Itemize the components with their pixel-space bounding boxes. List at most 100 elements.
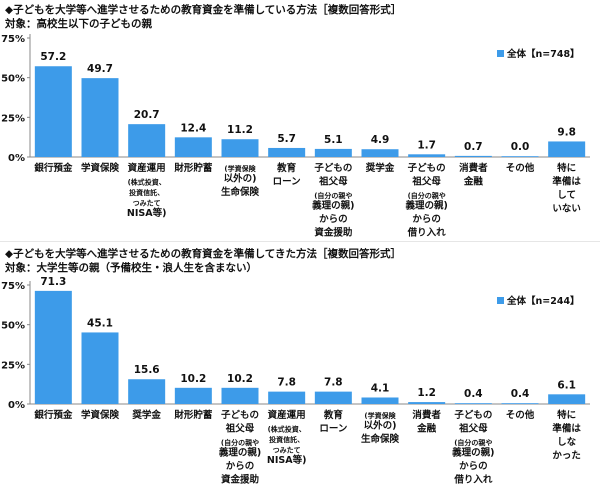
category-label: して: [557, 190, 576, 201]
category-label: 消費者: [459, 162, 488, 174]
category-label: (学資保険: [364, 411, 396, 420]
category-label: しな: [557, 437, 577, 448]
y-tick-label: 0%: [8, 153, 25, 164]
bar: [501, 403, 539, 404]
y-tick-label: 50%: [1, 74, 25, 85]
bar-value-label: 0.4: [464, 388, 483, 400]
category-label: 銀行預金: [34, 162, 73, 174]
panel-divider: [0, 241, 600, 242]
category-label: NISA等): [127, 207, 167, 219]
bar-value-label: 9.8: [557, 126, 576, 138]
bar: [81, 78, 119, 157]
y-tick-label: 25%: [1, 360, 25, 371]
category-label: その他: [506, 409, 535, 421]
category-label: (自分の親や: [454, 438, 492, 447]
legend-label: 全体【n=748】: [506, 48, 580, 60]
category-label: 財形貯蓄: [173, 409, 213, 421]
category-label: その他: [506, 162, 535, 174]
category-label: (学資保険: [224, 164, 256, 173]
bar-value-label: 12.4: [180, 122, 206, 134]
bar-value-label: 0.0: [511, 141, 530, 153]
category-label: 資金援助: [221, 474, 260, 484]
bar: [268, 147, 306, 157]
chart-panel-1: ◆子どもを大学等へ進学させるための教育資金を準備している方法［複数回答形式］ 対…: [0, 4, 600, 242]
bar-value-label: 1.2: [417, 387, 436, 399]
category-label: 義理の親): [312, 200, 354, 212]
category-label: 学資保険: [81, 409, 120, 421]
category-label: 教育: [276, 162, 297, 174]
category-label: 奨学金: [365, 162, 395, 174]
category-label: (自分の親や: [221, 438, 259, 447]
category-label: 子どもの: [221, 409, 259, 421]
bar-value-label: 6.1: [557, 379, 576, 391]
category-label: からの: [412, 214, 441, 225]
category-label: からの: [226, 461, 255, 472]
category-label: 子どもの: [314, 162, 352, 174]
bar-value-label: 0.4: [511, 388, 530, 400]
category-label: からの: [459, 461, 488, 472]
category-label: (自分の親や: [408, 191, 446, 200]
category-label: 特に: [557, 409, 576, 421]
category-label: (自分の親や: [314, 191, 352, 200]
chart-title: ◆子どもを大学等へ進学させるための教育資金を準備してきた方法［複数回答形式］: [5, 248, 401, 260]
bar: [454, 155, 492, 157]
bar-value-label: 1.7: [417, 139, 436, 151]
category-label: つみたて: [133, 199, 161, 208]
bar-chart-2: 0% 25% 50% 75% 71.3 銀行預金 45.1 学資保険 15.6 奨学金 10.2 財形…: [1, 276, 590, 484]
category-label: 学資保険: [81, 162, 120, 174]
bar: [361, 397, 399, 404]
category-label: つみたて: [273, 446, 301, 455]
bar-value-label: 57.2: [40, 51, 66, 63]
legend-swatch: [497, 50, 504, 57]
y-tick-label: 0%: [8, 400, 25, 411]
bar: [268, 391, 306, 404]
bar: [34, 66, 72, 157]
category-label: 投資信託、: [269, 435, 304, 444]
category-label: ローン: [319, 424, 347, 435]
chart-title: ◆子どもを大学等へ進学させるための教育資金を準備している方法［複数回答形式］: [5, 4, 402, 16]
bar: [221, 139, 259, 157]
bar: [221, 387, 259, 404]
category-label: (株式投資、: [268, 425, 306, 434]
category-label: 財形貯蓄: [173, 162, 213, 174]
category-label: 借り入れ: [453, 474, 493, 484]
bar-value-label: 71.3: [40, 276, 66, 288]
category-label: かった: [552, 451, 581, 462]
category-label: (株式投資、: [128, 178, 166, 187]
bar-value-label: 5.1: [324, 134, 343, 146]
y-tick-label: 25%: [1, 113, 25, 124]
bar-value-label: 20.7: [134, 109, 160, 121]
bar-value-label: 0.7: [464, 141, 483, 153]
category-label: 祖父母: [225, 423, 255, 435]
legend-label: 全体【n=244】: [506, 295, 580, 307]
category-label: 祖父母: [318, 176, 348, 188]
bar-value-label: 15.6: [134, 364, 160, 376]
category-label: 奨学金: [131, 409, 161, 421]
bar: [128, 379, 166, 404]
bar: [81, 332, 119, 404]
bar-value-label: 10.2: [227, 373, 253, 385]
bar-value-label: 49.7: [87, 63, 113, 75]
category-label: 以外の): [364, 420, 397, 432]
category-label: いない: [552, 204, 581, 215]
category-label: 準備は: [552, 423, 581, 435]
chart-panel-2: ◆子どもを大学等へ進学させるための教育資金を準備してきた方法［複数回答形式］ 対…: [0, 244, 600, 484]
bar-value-label: 7.8: [324, 377, 343, 389]
category-label: 義理の親): [219, 447, 261, 459]
category-label: 金融: [416, 423, 437, 435]
bar: [314, 148, 352, 157]
y-tick-label: 50%: [1, 321, 25, 332]
bar-value-label: 5.7: [277, 133, 296, 145]
y-tick-label: 75%: [1, 34, 25, 45]
category-label: からの: [319, 214, 348, 225]
bar-value-label: 4.1: [371, 382, 390, 394]
category-label: 準備は: [552, 176, 581, 188]
category-label: 子どもの: [408, 162, 446, 174]
bar: [548, 394, 586, 404]
category-label: 教育: [323, 409, 344, 421]
category-label: 生命保険: [361, 433, 400, 445]
bar: [174, 137, 212, 157]
bar-value-label: 4.9: [371, 134, 390, 146]
category-label: 祖父母: [411, 176, 441, 188]
y-tick-label: 75%: [1, 281, 25, 292]
